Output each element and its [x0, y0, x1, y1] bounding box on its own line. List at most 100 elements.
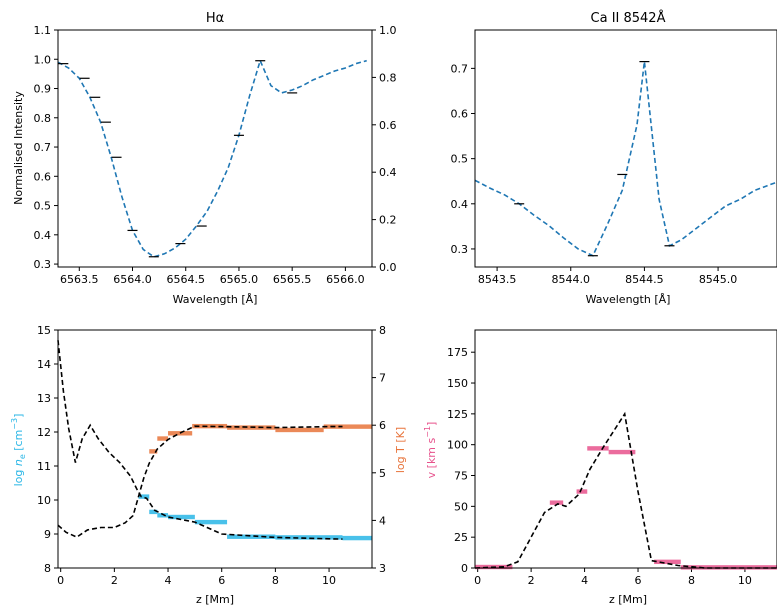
ne-step-bar: [275, 535, 343, 540]
y2-tick-label: 0.2: [379, 214, 397, 227]
y-tick-label: 1.1: [34, 24, 52, 37]
ne-step-bar: [157, 513, 169, 518]
temperature-model-line: [57, 425, 343, 539]
y-tick-label: 0.4: [451, 198, 469, 211]
halpha-panel: Hα Wavelength [Å] Normalised Intensity 6…: [12, 11, 397, 306]
y-tick-label: 175: [447, 346, 468, 359]
velocity-step-bar: [549, 500, 564, 505]
ne-step-bar: [342, 535, 372, 541]
y-tick-label: 25: [454, 531, 468, 544]
y-tick-label: 14: [37, 358, 51, 371]
plot-frame: [474, 329, 777, 569]
velocity-xlabel: z [Mm]: [609, 593, 647, 605]
y2-tick-label: 0.6: [379, 119, 397, 132]
ne-ylabel: log ne [cm−3]: [10, 414, 27, 487]
y-tick-label: 0.3: [451, 243, 469, 256]
y-tick-label: 0.5: [34, 200, 52, 213]
temperature-step-bar: [192, 423, 228, 429]
halpha-ylabel: Normalised Intensity: [12, 91, 25, 205]
y2-tick-label: 1.0: [379, 24, 397, 37]
x-tick-label: 6: [635, 574, 642, 587]
y2-tick-label: 7: [379, 372, 386, 385]
y-tick-label: 0.7: [451, 62, 469, 75]
plot-frame: [57, 29, 373, 268]
x-tick-label: 4: [165, 574, 172, 587]
temperature-step-bar: [149, 449, 158, 454]
halpha-profile-line: [57, 58, 367, 258]
y-tick-label: 100: [447, 439, 468, 452]
velocity-step-bar: [608, 449, 636, 455]
y-tick-label: 11: [37, 460, 51, 473]
ne-step-bar: [149, 509, 158, 515]
y2-tick-label: 3: [379, 562, 386, 575]
y2-tick-label: 5: [379, 467, 386, 480]
y-tick-label: 0: [461, 562, 468, 575]
y-tick-label: 13: [37, 392, 51, 405]
y-tick-label: 0.9: [34, 83, 52, 96]
x-tick-label: 6564.5: [166, 273, 205, 286]
ne-model-line: [57, 340, 343, 540]
y-tick-label: 12: [37, 426, 51, 439]
ne-step-bar: [138, 494, 150, 499]
ne-temperature-xlabel: z [Mm]: [196, 593, 234, 605]
x-tick-label: 0: [474, 574, 481, 587]
plot-frame: [474, 29, 777, 268]
ne-step-bar: [194, 519, 228, 525]
caii-title: Ca II 8542Å: [591, 10, 666, 26]
y-tick-label: 8: [44, 562, 51, 575]
caii-profile-line: [474, 61, 777, 257]
y2-tick-label: 0.4: [379, 166, 397, 179]
y-tick-label: 0.5: [451, 153, 469, 166]
y-tick-label: 75: [454, 470, 468, 483]
y-tick-label: 0.6: [34, 170, 52, 183]
x-tick-label: 2: [111, 574, 118, 587]
x-tick-label: 6565.5: [273, 273, 312, 286]
x-tick-label: 6564.0: [113, 273, 152, 286]
x-tick-label: 6566.0: [326, 273, 365, 286]
temperature-step-bar: [323, 424, 372, 429]
y2-tick-label: 4: [379, 514, 386, 527]
y2-tick-label: 0.8: [379, 71, 397, 84]
x-tick-label: 10: [738, 574, 752, 587]
x-tick-label: 0: [57, 574, 64, 587]
temperature-step-bar: [157, 436, 169, 441]
x-tick-label: 6565.0: [220, 273, 259, 286]
x-tick-label: 6563.5: [60, 273, 99, 286]
y2-tick-label: 8: [379, 324, 386, 337]
x-tick-label: 8545.0: [699, 273, 738, 286]
y-tick-label: 150: [447, 377, 468, 390]
temperature-ylabel: log T [K]: [394, 427, 407, 473]
caii-panel: Ca II 8542Å Wavelength [Å] 8543.5 8544.0 8…: [451, 10, 777, 306]
ne-step-bar: [168, 514, 195, 520]
y-tick-label: 1.0: [34, 53, 52, 66]
y-tick-label: 15: [37, 324, 51, 337]
velocity-step-bar: [654, 559, 681, 565]
y-tick-label: 0.4: [34, 229, 52, 242]
x-tick-label: 8543.5: [478, 273, 517, 286]
velocity-model-line: [474, 411, 777, 569]
velocity-ylabel: v [km s−1]: [423, 422, 438, 479]
y-tick-label: 0.8: [34, 112, 52, 125]
y2-tick-label: 6: [379, 419, 386, 432]
halpha-title: Hα: [206, 11, 224, 26]
y-tick-label: 125: [447, 408, 468, 421]
y2-tick-label: 0.0: [379, 261, 397, 274]
x-tick-label: 4: [581, 574, 588, 587]
y-tick-label: 0.7: [34, 141, 52, 154]
temperature-step-bar: [275, 427, 324, 433]
caii-xlabel: Wavelength [Å]: [586, 293, 671, 306]
ne-step-bar: [227, 534, 276, 539]
velocity-step-bar: [680, 565, 777, 570]
halpha-xlabel: Wavelength [Å]: [173, 293, 258, 306]
x-tick-label: 8544.5: [625, 273, 664, 286]
y-tick-label: 50: [454, 500, 468, 513]
x-tick-label: 8: [272, 574, 279, 587]
x-tick-label: 6: [218, 574, 225, 587]
plot-frame: [57, 329, 373, 569]
y-tick-label: 9: [44, 528, 51, 541]
velocity-panel: z [Mm] v [km s−1] 0 2 4 6 8 10025507510012515…: [423, 329, 777, 605]
velocity-step-bar: [576, 489, 588, 494]
x-tick-label: 2: [528, 574, 535, 587]
y-tick-label: 0.6: [451, 108, 469, 121]
